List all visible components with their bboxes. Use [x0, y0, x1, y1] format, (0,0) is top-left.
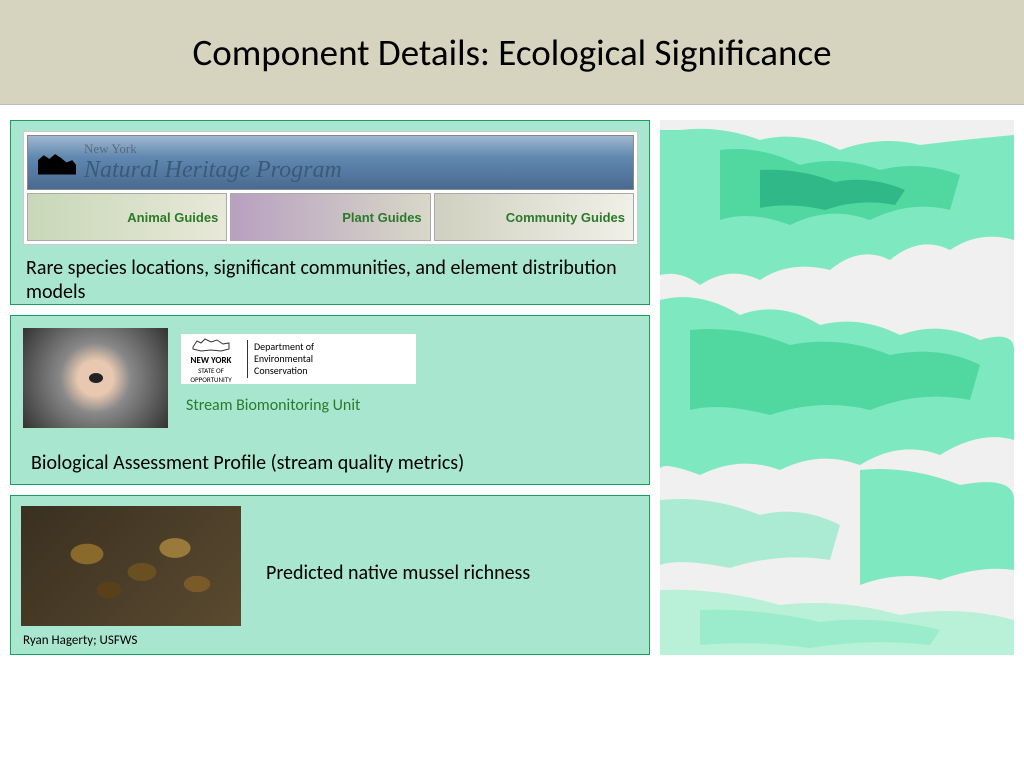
- content-area: New York Natural Heritage Program Animal…: [0, 105, 1024, 768]
- dec-logo: NEW YORK STATE OF OPPORTUNITY Department…: [181, 334, 416, 384]
- page-title: Component Details: Ecological Significan…: [192, 30, 831, 75]
- heritage-card: New York Natural Heritage Program Animal…: [10, 120, 650, 305]
- heritage-line2: Natural Heritage Program: [84, 157, 342, 184]
- heritage-line1: New York: [84, 141, 342, 157]
- dec-divider: [247, 340, 248, 378]
- ecological-map: [660, 120, 1014, 655]
- heritage-header: New York Natural Heritage Program: [27, 135, 634, 190]
- dec-dept-block: Department of Environmental Conservation: [254, 341, 314, 377]
- dec-ny-block: NEW YORK STATE OF OPPORTUNITY: [181, 333, 241, 386]
- ny-state-logo-icon: [38, 151, 76, 175]
- card3-description: Predicted native mussel richness: [266, 561, 530, 585]
- stream-biomonitoring-unit-label: Stream Biomonitoring Unit: [186, 396, 360, 415]
- plant-guides-tile: Plant Guides: [230, 193, 430, 241]
- dec-state-bold: NEW YORK: [183, 355, 239, 366]
- plant-guides-label: Plant Guides: [342, 210, 421, 225]
- map-svg: [660, 120, 1014, 655]
- card2-description: Biological Assessment Profile (stream qu…: [31, 451, 464, 475]
- animal-guides-tile: Animal Guides: [27, 193, 227, 241]
- heritage-banner: New York Natural Heritage Program Animal…: [23, 131, 638, 245]
- biomonitoring-card: NEW YORK STATE OF OPPORTUNITY Department…: [10, 315, 650, 485]
- mussel-image: [21, 506, 241, 626]
- community-guides-tile: Community Guides: [434, 193, 634, 241]
- image-credit: Ryan Hagerty; USFWS: [23, 633, 137, 648]
- card1-description: Rare species locations, significant comm…: [26, 256, 649, 304]
- community-guides-label: Community Guides: [506, 210, 625, 225]
- ny-outline-icon: [191, 335, 231, 353]
- heritage-title-block: New York Natural Heritage Program: [84, 141, 342, 184]
- heritage-guides-row: Animal Guides Plant Guides Community Gui…: [27, 193, 634, 241]
- animal-guides-label: Animal Guides: [127, 210, 218, 225]
- dec-state-sub: STATE OF OPPORTUNITY: [183, 366, 239, 384]
- title-bar: Component Details: Ecological Significan…: [0, 0, 1024, 105]
- mussel-card: Predicted native mussel richness Ryan Ha…: [10, 495, 650, 655]
- hand-specimen-image: [23, 328, 168, 428]
- dec-dept-3: Conservation: [254, 365, 314, 377]
